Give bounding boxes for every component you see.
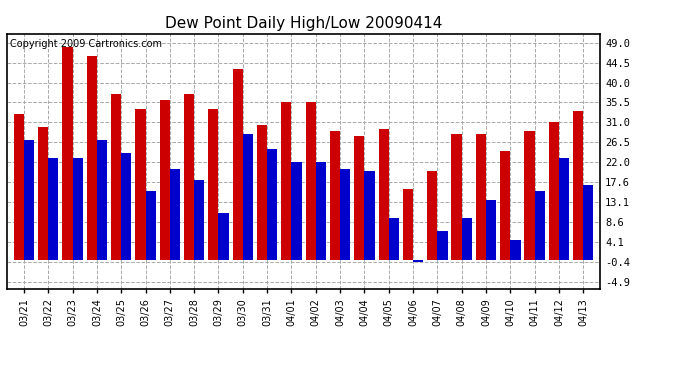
- Bar: [233, 69, 243, 260]
- Bar: [243, 134, 253, 260]
- Bar: [316, 162, 326, 260]
- Bar: [282, 102, 291, 260]
- Bar: [72, 158, 83, 260]
- Bar: [437, 231, 448, 260]
- Bar: [535, 191, 545, 260]
- Bar: [379, 129, 388, 260]
- Bar: [583, 184, 593, 260]
- Bar: [403, 189, 413, 260]
- Bar: [549, 123, 559, 260]
- Bar: [14, 114, 24, 260]
- Bar: [413, 260, 423, 262]
- Bar: [559, 158, 569, 260]
- Bar: [38, 127, 48, 260]
- Bar: [121, 153, 131, 260]
- Bar: [500, 151, 511, 260]
- Bar: [219, 213, 228, 260]
- Bar: [135, 109, 146, 260]
- Bar: [511, 240, 520, 260]
- Bar: [111, 94, 121, 260]
- Bar: [87, 56, 97, 260]
- Bar: [146, 191, 156, 260]
- Bar: [462, 218, 472, 260]
- Bar: [573, 111, 583, 260]
- Bar: [388, 218, 399, 260]
- Bar: [208, 109, 219, 260]
- Bar: [427, 171, 437, 260]
- Bar: [97, 140, 107, 260]
- Bar: [267, 149, 277, 260]
- Bar: [476, 134, 486, 260]
- Bar: [486, 200, 496, 260]
- Bar: [291, 162, 302, 260]
- Bar: [170, 169, 180, 260]
- Bar: [354, 136, 364, 260]
- Bar: [194, 180, 204, 260]
- Bar: [48, 158, 59, 260]
- Bar: [451, 134, 462, 260]
- Bar: [364, 171, 375, 260]
- Bar: [340, 169, 351, 260]
- Bar: [330, 131, 340, 260]
- Title: Dew Point Daily High/Low 20090414: Dew Point Daily High/Low 20090414: [165, 16, 442, 31]
- Bar: [159, 100, 170, 260]
- Bar: [257, 124, 267, 260]
- Bar: [62, 47, 72, 260]
- Bar: [24, 140, 34, 260]
- Bar: [524, 131, 535, 260]
- Text: Copyright 2009 Cartronics.com: Copyright 2009 Cartronics.com: [10, 39, 162, 49]
- Bar: [184, 94, 194, 260]
- Bar: [306, 102, 316, 260]
